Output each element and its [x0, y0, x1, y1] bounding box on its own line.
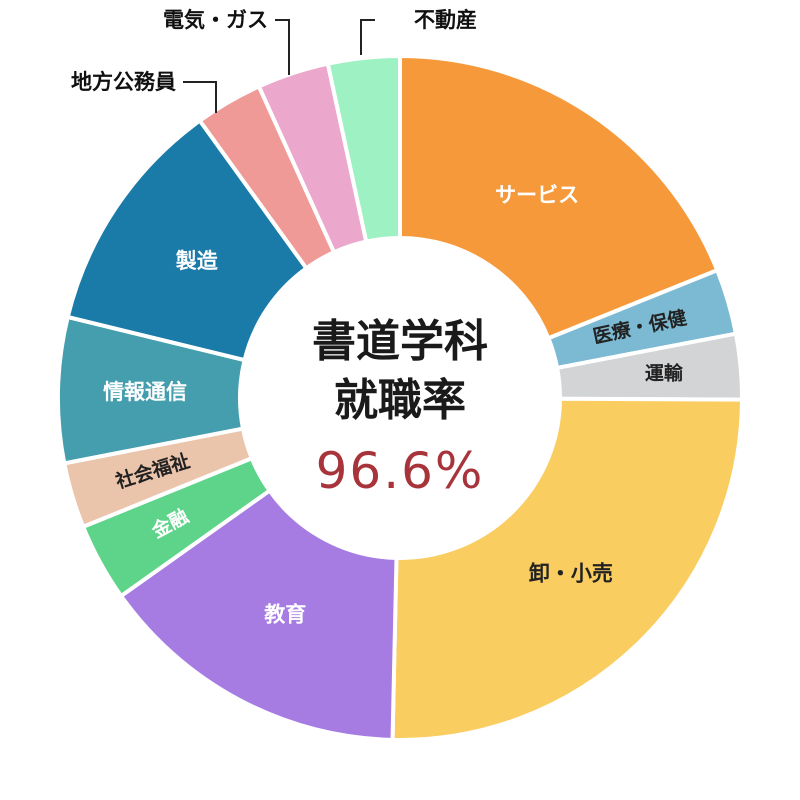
center-title-line1: 書道学科 [312, 316, 488, 367]
slice-label-8: 情報通信 [103, 380, 187, 404]
slice-label-3: 運輸 [645, 362, 684, 385]
slice-1 [398, 53, 720, 341]
slice-12 [325, 53, 402, 244]
slice-label-11: 電気・ガス [163, 8, 268, 32]
slice-label-9: 製造 [175, 249, 219, 273]
slice-9 [65, 117, 310, 363]
chart-center: 書道学科 就職率 96.6% [312, 316, 488, 500]
slice-4 [390, 396, 745, 742]
chart-slices [56, 53, 745, 742]
leader-line-12 [360, 19, 375, 55]
center-employment-rate: 96.6% [316, 442, 485, 500]
slice-label-5: 教育 [264, 602, 306, 626]
center-title-line2: 就職率 [334, 375, 466, 426]
slice-label-10: 地方公務員 [71, 70, 176, 94]
slice-label-12: 不動産 [414, 8, 477, 32]
slice-label-1: サービス [495, 183, 579, 207]
leader-line-10 [183, 81, 217, 113]
slice-5 [118, 487, 399, 742]
slice-label-4: 卸・小売 [529, 562, 613, 586]
leader-line-11 [275, 19, 290, 75]
